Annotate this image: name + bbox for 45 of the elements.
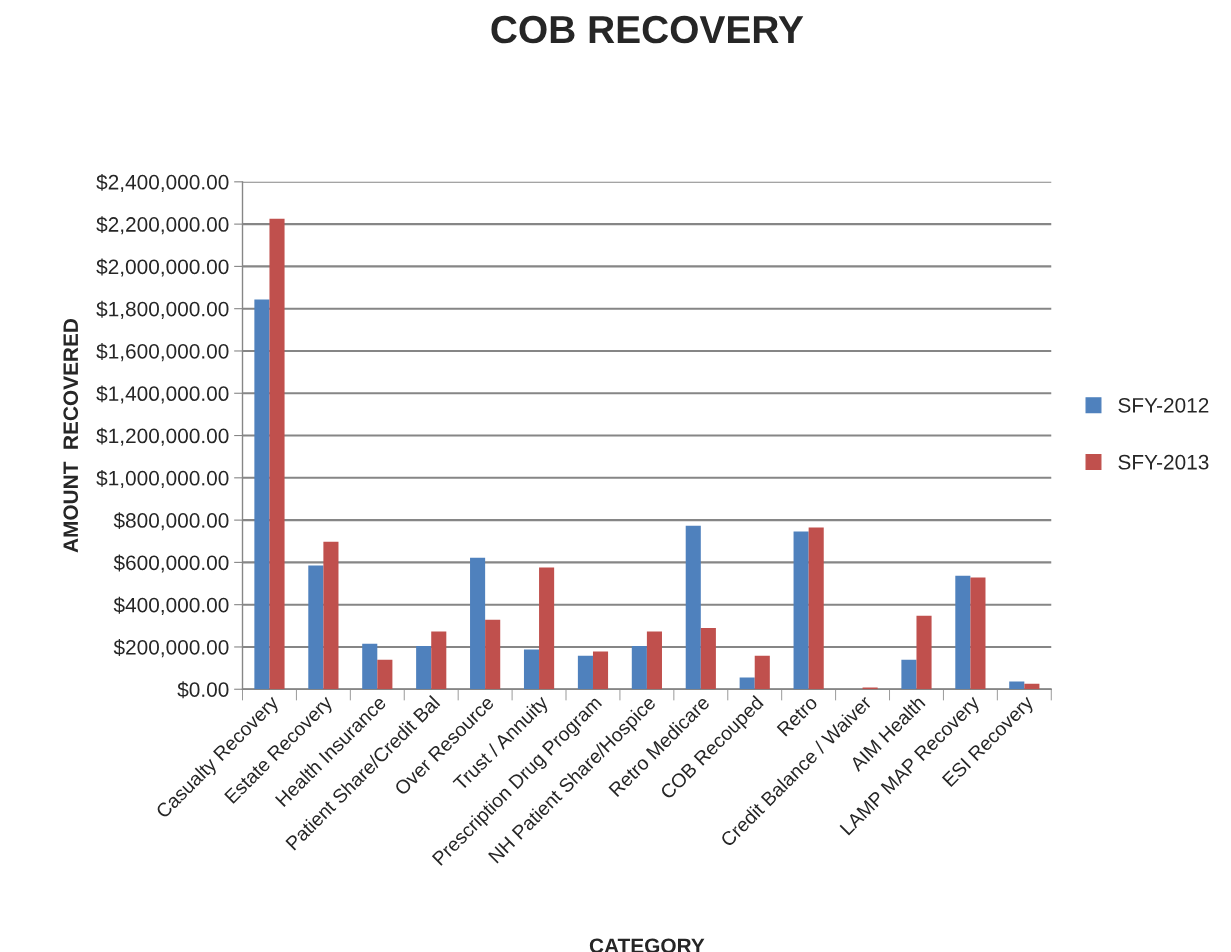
bar bbox=[631, 645, 647, 690]
bar bbox=[901, 659, 917, 690]
bar bbox=[808, 527, 824, 690]
bar bbox=[470, 557, 486, 690]
bar bbox=[700, 627, 716, 690]
bar bbox=[970, 577, 986, 690]
bar bbox=[577, 655, 593, 690]
y-tick-label: $1,000,000.00 bbox=[96, 469, 229, 489]
bar bbox=[916, 615, 932, 690]
bar bbox=[323, 541, 339, 690]
bar bbox=[431, 631, 447, 690]
bar bbox=[592, 651, 609, 690]
y-tick-label: $200,000.00 bbox=[113, 639, 229, 658]
y-tick-label: $400,000.00 bbox=[113, 596, 229, 615]
bar bbox=[254, 299, 270, 690]
bar bbox=[377, 659, 393, 690]
bar bbox=[269, 218, 285, 690]
y-tick-label: $800,000.00 bbox=[113, 512, 229, 531]
y-tick-label: $1,600,000.00 bbox=[96, 343, 229, 362]
y-tick-label: $600,000.00 bbox=[113, 554, 229, 573]
legend-label: SFY-2013 bbox=[1118, 454, 1209, 470]
bar bbox=[485, 619, 501, 690]
bar bbox=[416, 645, 432, 690]
bar bbox=[1009, 681, 1025, 690]
bar bbox=[362, 643, 378, 690]
bar bbox=[523, 649, 540, 690]
legend-label: SFY-2012 bbox=[1118, 397, 1209, 413]
bar bbox=[308, 565, 324, 690]
y-tick-label: $1,400,000.00 bbox=[96, 385, 229, 404]
bar bbox=[539, 567, 555, 690]
bar bbox=[646, 631, 662, 690]
bar bbox=[1024, 683, 1040, 690]
y-tick-label: $1,800,000.00 bbox=[96, 300, 229, 319]
chart-title: COB RECOVERY bbox=[491, 15, 804, 44]
y-tick-label: $2,400,000.00 bbox=[96, 173, 229, 193]
bar bbox=[955, 575, 971, 690]
y-axis-title: AMOUNT RECOVERED bbox=[63, 318, 79, 553]
y-tick-label: $0.00 bbox=[177, 681, 229, 699]
y-tick-label: $1,200,000.00 bbox=[96, 427, 229, 446]
y-tick-label: $2,000,000.00 bbox=[96, 258, 229, 277]
bar bbox=[754, 655, 770, 690]
y-tick-label: $2,200,000.00 bbox=[96, 216, 229, 235]
bar bbox=[739, 677, 755, 690]
bar bbox=[685, 525, 701, 690]
bar bbox=[793, 531, 809, 690]
